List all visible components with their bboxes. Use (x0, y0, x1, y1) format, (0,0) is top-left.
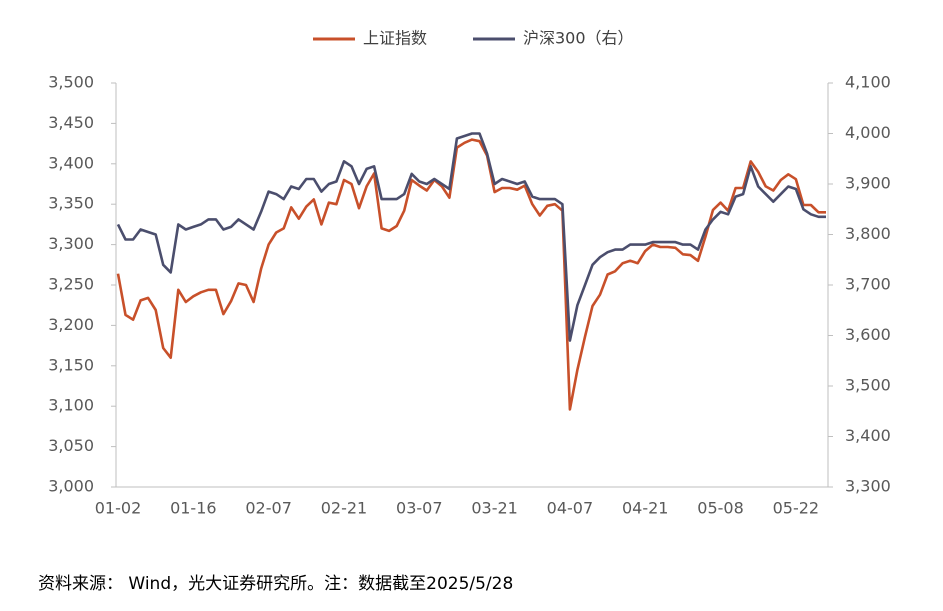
y-tick-label: 3,350 (48, 194, 94, 213)
y-tick-label: 3,450 (48, 113, 94, 132)
y2-tick-label: 3,600 (845, 325, 891, 344)
x-tick-label: 03-07 (396, 499, 443, 518)
x-tick-label: 04-21 (622, 499, 669, 518)
x-tick-label: 04-07 (547, 499, 594, 518)
y2-tick-label: 3,800 (845, 224, 891, 243)
y2-tick-label: 4,000 (845, 123, 891, 142)
y2-tick-label: 3,500 (845, 376, 891, 395)
source-note: 资料来源： Wind，光大证券研究所。注：数据截至2025/5/28 (38, 574, 513, 594)
y-tick-label: 3,200 (48, 315, 94, 334)
y-tick-label: 3,050 (48, 436, 94, 455)
x-tick-label: 02-07 (245, 499, 292, 518)
x-tick-label: 03-21 (471, 499, 518, 518)
x-tick-label: 01-16 (170, 499, 217, 518)
y-tick-label: 3,500 (48, 73, 94, 92)
series-line (116, 138, 826, 411)
y-tick-label: 3,300 (48, 234, 94, 253)
x-tick-label: 05-22 (773, 499, 820, 518)
y2-tick-label: 3,900 (845, 174, 891, 193)
y2-tick-label: 4,100 (845, 73, 891, 92)
legend-text: 沪深300（右） (523, 29, 634, 48)
legend-text: 上证指数 (363, 29, 427, 48)
x-tick-label: 05-08 (697, 499, 744, 518)
x-tick-label: 02-21 (321, 499, 368, 518)
y-tick-label: 3,000 (48, 477, 94, 496)
y-tick-label: 3,250 (48, 275, 94, 294)
y2-tick-label: 3,300 (845, 477, 891, 496)
y-tick-label: 3,100 (48, 396, 94, 415)
y-tick-label: 3,150 (48, 355, 94, 374)
series-line (116, 132, 826, 342)
x-tick-label: 01-02 (95, 499, 142, 518)
y-tick-label: 3,400 (48, 153, 94, 172)
y2-tick-label: 3,700 (845, 275, 891, 294)
y2-tick-label: 3,400 (845, 426, 891, 445)
